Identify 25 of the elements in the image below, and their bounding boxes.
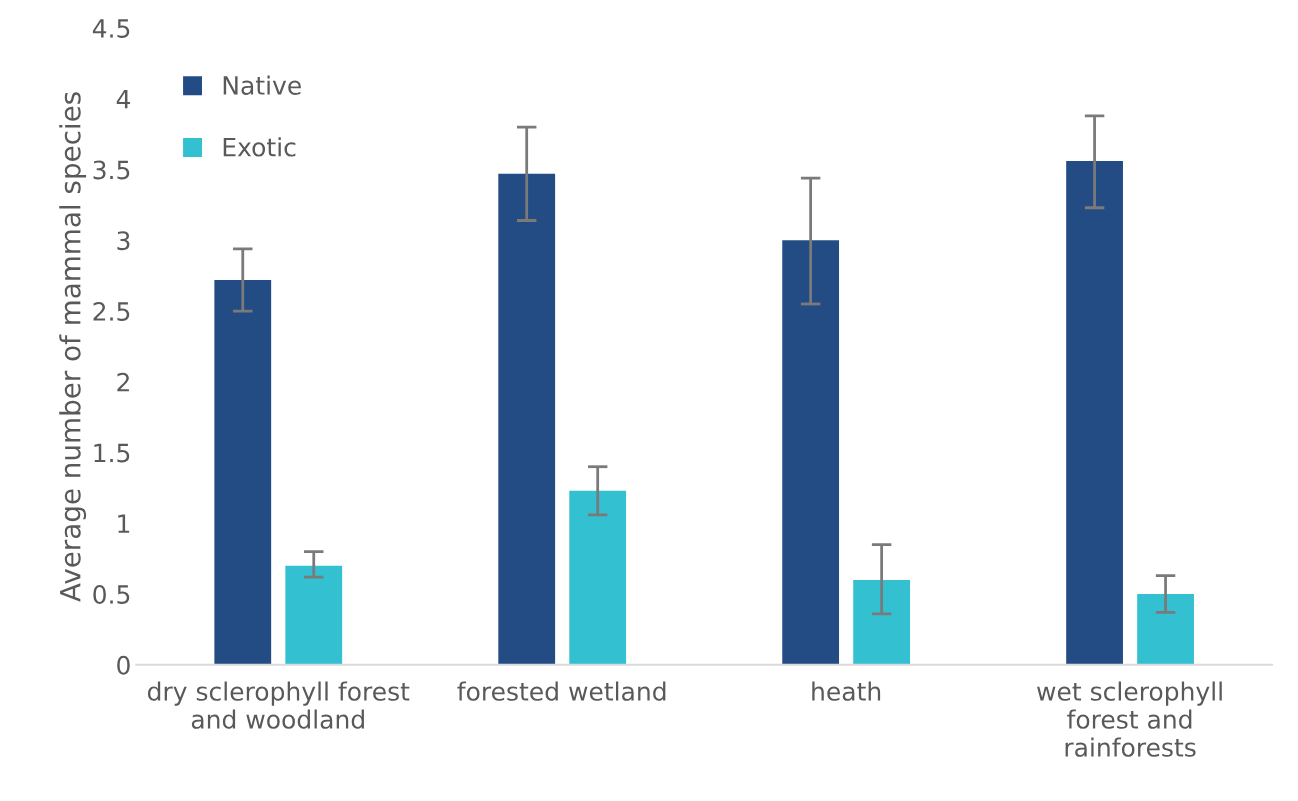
y-tick-label: 1.5 <box>94 443 130 463</box>
bar <box>853 579 911 665</box>
y-tick-label: 3 <box>117 231 130 251</box>
x-tick-label: wet sclerophyll forest and rainforests <box>1037 681 1222 757</box>
legend-label: Native <box>223 75 301 95</box>
bar <box>285 565 343 665</box>
y-tick-label: 4 <box>116 90 131 109</box>
y-tick-label: 3.5 <box>93 160 130 180</box>
y-tick-label: 4.5 <box>92 19 130 38</box>
bar <box>498 173 556 665</box>
y-tick-label: 2.5 <box>93 302 130 321</box>
y-tick-label: 1 <box>118 514 130 533</box>
y-tick-label: 0.5 <box>93 585 130 604</box>
bar <box>569 490 627 665</box>
y-axis-title: Average number of mammal species <box>59 92 87 602</box>
x-tick-label: dry sclerophyll forest and woodland <box>147 681 410 729</box>
y-tick-label: 0 <box>117 655 130 675</box>
bar <box>1137 594 1194 665</box>
legend-label: Exotic <box>223 137 296 157</box>
x-tick-label: forested wetland <box>457 681 666 701</box>
x-tick-label: heath <box>812 681 881 701</box>
bar <box>214 279 272 665</box>
bar <box>1066 161 1123 665</box>
y-tick-label: 2 <box>117 372 129 392</box>
bar <box>782 240 840 665</box>
